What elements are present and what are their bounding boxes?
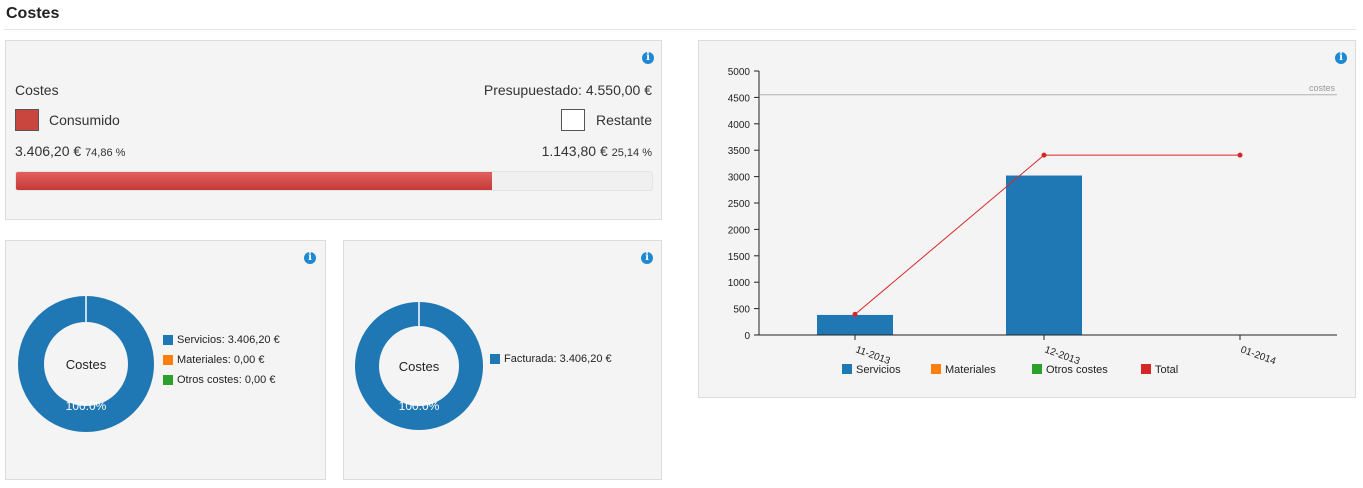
budget-progress-bar bbox=[15, 171, 653, 191]
title-divider bbox=[4, 29, 1356, 30]
point-total-01-2014 bbox=[1237, 152, 1243, 158]
cost-type-donut-panel: i Costes 100.0% Servicios: 3.406,20 € Mate… bbox=[5, 240, 326, 480]
legend-swatch-total bbox=[1141, 364, 1151, 374]
legend-swatch bbox=[163, 375, 173, 385]
legend-swatch-servicios bbox=[842, 364, 852, 374]
remaining-percent: 25,14 % bbox=[611, 147, 652, 159]
legend-label-total: Total bbox=[1155, 364, 1178, 376]
info-icon[interactable]: i bbox=[641, 252, 653, 264]
budgeted-amount: Presupuestado: 4.550,00 € bbox=[483, 82, 652, 98]
y-tick-label: 1000 bbox=[728, 278, 751, 289]
page-title: Costes bbox=[6, 5, 60, 22]
donut-center-label: Costes bbox=[399, 359, 440, 374]
budget-progress-fill bbox=[16, 172, 493, 190]
y-tick-label: 5000 bbox=[728, 67, 751, 78]
donut-slice-label: 100.0% bbox=[399, 399, 440, 413]
legend-label-servicios: Servicios bbox=[856, 364, 901, 376]
y-tick-label: 2000 bbox=[728, 225, 751, 236]
consumed-label: Consumido bbox=[49, 112, 120, 128]
cost-type-donut-chart: Costes 100.0% bbox=[18, 296, 154, 432]
y-tick-label: 4500 bbox=[728, 93, 751, 104]
y-tick-label: 4000 bbox=[728, 120, 751, 131]
monthly-costs-panel: i costes 0 500 1000 1500 2000 2500 3000 3500 4000… bbox=[698, 40, 1356, 398]
bar-servicios-11-2013 bbox=[817, 314, 893, 335]
legend-swatch bbox=[490, 354, 500, 364]
y-tick-label: 0 bbox=[744, 331, 750, 342]
y-tick-label: 2500 bbox=[728, 199, 751, 210]
info-icon[interactable]: i bbox=[304, 252, 316, 264]
bar-servicios-12-2013 bbox=[1006, 175, 1082, 335]
y-tick-label: 3000 bbox=[728, 173, 751, 184]
legend-label-materiales: Materiales bbox=[945, 364, 996, 376]
legend-item: Materiales: 0,00 € bbox=[163, 354, 264, 366]
consumed-amount: 3.406,20 € bbox=[15, 143, 82, 159]
legend-swatch bbox=[163, 335, 173, 345]
remaining-amount: 1.143,80 € bbox=[541, 143, 608, 159]
legend-label: Facturada: 3.406,20 € bbox=[504, 353, 612, 365]
invoiced-donut-panel: i Costes 100.0% Facturada: 3.406,20 € bbox=[343, 240, 662, 480]
info-icon[interactable]: i bbox=[1335, 52, 1347, 64]
remaining-label: Restante bbox=[595, 112, 652, 128]
x-tick-label: 01-2014 bbox=[1239, 344, 1278, 367]
legend-swatch-otros-costes bbox=[1032, 364, 1042, 374]
legend-label-otros-costes: Otros costes bbox=[1046, 364, 1108, 376]
legend-item: Otros costes: 0,00 € bbox=[163, 374, 275, 386]
monthly-costs-chart: costes 0 500 1000 1500 2000 2500 3000 3500 4000 45… bbox=[728, 67, 1337, 376]
remaining-swatch bbox=[561, 109, 585, 131]
reference-line-label: costes bbox=[1309, 83, 1336, 93]
point-total-12-2013 bbox=[1041, 152, 1047, 158]
y-tick-label: 3500 bbox=[728, 146, 751, 157]
remaining-value: 1.143,80 € 25,14 % bbox=[542, 143, 652, 159]
legend-label: Otros costes: 0,00 € bbox=[177, 374, 276, 386]
y-tick-label: 500 bbox=[733, 305, 750, 316]
legend-label: Servicios: 3.406,20 € bbox=[177, 334, 280, 346]
y-tick-label: 1500 bbox=[728, 252, 751, 263]
invoiced-donut-chart: Costes 100.0% bbox=[355, 302, 483, 430]
donut-slice-label: 100.0% bbox=[66, 399, 107, 413]
legend-swatch-materiales bbox=[931, 364, 941, 374]
legend-item: Facturada: 3.406,20 € bbox=[490, 353, 612, 365]
legend-label: Materiales: 0,00 € bbox=[177, 354, 265, 366]
info-icon[interactable]: i bbox=[642, 52, 654, 64]
legend-swatch bbox=[163, 355, 173, 365]
budget-label: Costes bbox=[15, 82, 59, 98]
consumed-value: 3.406,20 € 74,86 % bbox=[15, 143, 125, 159]
donut-center-label: Costes bbox=[66, 357, 107, 372]
consumed-swatch bbox=[15, 109, 39, 131]
consumed-percent: 74,86 % bbox=[85, 147, 126, 159]
point-total-11-2013 bbox=[852, 311, 858, 317]
legend-item: Servicios: 3.406,20 € bbox=[163, 334, 280, 346]
budget-panel: i Costes Presupuestado: 4.550,00 € Consu… bbox=[5, 40, 662, 220]
